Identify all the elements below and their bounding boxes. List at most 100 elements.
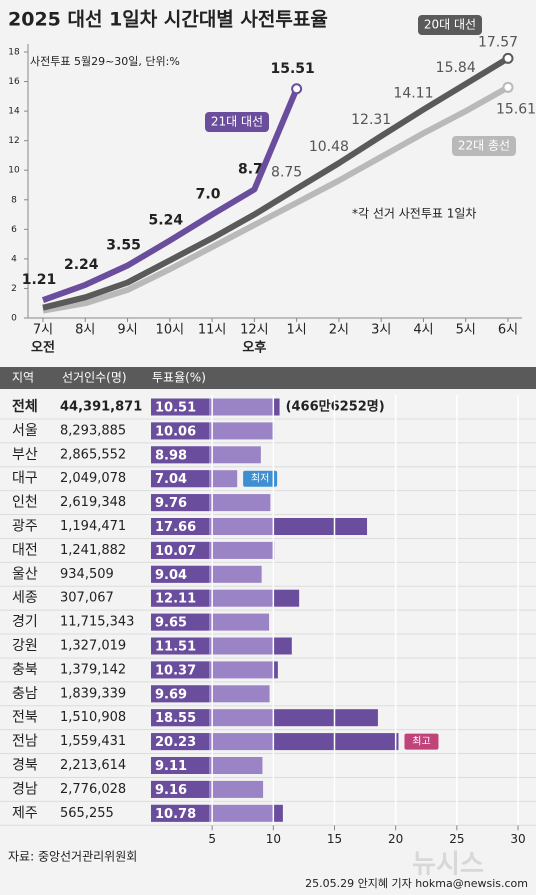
voters: 1,241,882 — [60, 543, 126, 558]
data-label: 17.57 — [478, 34, 518, 50]
value-box — [151, 733, 209, 751]
end-point — [502, 52, 514, 64]
data-label: 9.04 — [155, 568, 187, 583]
badge — [243, 470, 278, 487]
y-tick-label: 16 — [8, 77, 20, 87]
value-box — [151, 780, 209, 798]
voters: 1,379,142 — [60, 662, 126, 677]
voters: 8,293,885 — [60, 423, 126, 438]
period-label: 오전 — [31, 340, 55, 356]
value-box — [151, 470, 209, 488]
x-tick-label: 10시 — [156, 323, 185, 338]
x-tick-label: 30 — [510, 832, 525, 846]
data-label: 15.61 — [496, 101, 536, 117]
data-label: 7.04 — [155, 472, 187, 487]
data-label: 15.84 — [436, 60, 476, 76]
x-tick-label: 4시 — [413, 323, 433, 338]
data-label: 5.24 — [149, 213, 184, 229]
y-tick-label: 2 — [11, 284, 17, 294]
voters: 307,067 — [60, 591, 114, 606]
region: 세종 — [12, 590, 38, 606]
y-tick-label: 14 — [8, 107, 20, 117]
region: 광주 — [12, 519, 38, 535]
voters: 1,327,019 — [60, 639, 126, 654]
column-header: 선거인수(명) — [62, 371, 127, 385]
region: 경북 — [12, 758, 38, 774]
voters: 1,194,471 — [60, 519, 126, 534]
x-tick-label: 3시 — [371, 323, 391, 338]
x-tick-label: 20 — [388, 832, 403, 846]
data-label: 20.23 — [155, 735, 196, 750]
region: 경기 — [12, 614, 38, 630]
x-tick-label: 1시 — [287, 323, 307, 338]
data-label: 8.98 — [155, 448, 187, 463]
x-tick-label: 8시 — [75, 323, 95, 338]
voters: 2,776,028 — [60, 782, 126, 797]
region: 인천 — [12, 495, 38, 511]
value-box — [151, 685, 209, 703]
value-box — [151, 637, 209, 655]
x-tick-label: 7시 — [33, 323, 53, 338]
voters: 44,391,871 — [60, 400, 142, 415]
column-header: 지역 — [12, 371, 34, 385]
data-label: 9.76 — [155, 496, 187, 511]
x-tick-label: 15 — [327, 832, 342, 846]
data-label: 10.07 — [155, 544, 196, 559]
y-tick-label: 18 — [8, 48, 20, 58]
voters: 1,839,339 — [60, 686, 126, 701]
row-note: 최저 — [251, 473, 269, 485]
end-point — [502, 81, 514, 93]
series-line — [41, 87, 300, 303]
title: 2025 대선 1일차 시간대별 사전투표율 — [8, 9, 328, 31]
value-box — [151, 804, 209, 822]
data-label: 15.51 — [270, 61, 314, 77]
voters: 565,255 — [60, 806, 114, 821]
value-box — [151, 494, 209, 512]
subtitle: 사전투표 5월29~30일, 단위:% — [30, 54, 180, 68]
data-label: 9.11 — [155, 759, 187, 774]
x-tick-label: 11시 — [198, 323, 227, 338]
y-tick-label: 4 — [11, 254, 17, 264]
data-label: 12.11 — [155, 592, 196, 607]
voters: 11,715,343 — [60, 615, 134, 630]
value-box — [151, 709, 209, 727]
value-box — [151, 565, 209, 583]
value-box — [151, 757, 209, 774]
data-label: 18.55 — [155, 711, 196, 726]
value-box — [151, 398, 209, 416]
data-label: 3.55 — [106, 238, 141, 254]
region: 경남 — [12, 781, 38, 797]
data-label: 10.78 — [155, 807, 196, 822]
source: 자료: 중앙선거관리위원회 — [8, 850, 137, 864]
x-tick-label: 9시 — [117, 323, 137, 338]
voters: 2,213,614 — [60, 758, 126, 773]
voters: 934,509 — [60, 567, 114, 582]
x-tick-label: 25 — [449, 832, 464, 846]
region: 전남 — [12, 734, 38, 750]
value-box — [151, 613, 209, 631]
x-tick-label: 5시 — [456, 323, 476, 338]
region: 대전 — [12, 542, 38, 558]
note: *각 선거 사전투표 1일차 — [352, 207, 476, 221]
data-label: 11.51 — [155, 640, 196, 655]
data-label: 14.11 — [393, 85, 433, 101]
value-box — [151, 446, 209, 464]
end-point — [291, 83, 303, 95]
x-tick-label: 6시 — [498, 323, 518, 338]
region: 대구 — [12, 471, 38, 487]
y-tick-label: 12 — [8, 136, 19, 146]
value-box — [151, 541, 209, 559]
x-tick-label: 5 — [208, 832, 216, 846]
y-tick-label: 0 — [11, 314, 17, 324]
y-tick-label: 10 — [8, 166, 20, 176]
data-label: 9.16 — [155, 783, 187, 798]
data-label: 10.06 — [155, 424, 196, 439]
value-box — [151, 589, 209, 607]
value-box — [151, 661, 209, 679]
credit: 25.05.29 안지혜 기자 hokma@newsis.com — [305, 877, 528, 890]
series-tag — [205, 112, 269, 132]
data-label: 9.69 — [155, 687, 187, 702]
table-header — [0, 367, 536, 389]
